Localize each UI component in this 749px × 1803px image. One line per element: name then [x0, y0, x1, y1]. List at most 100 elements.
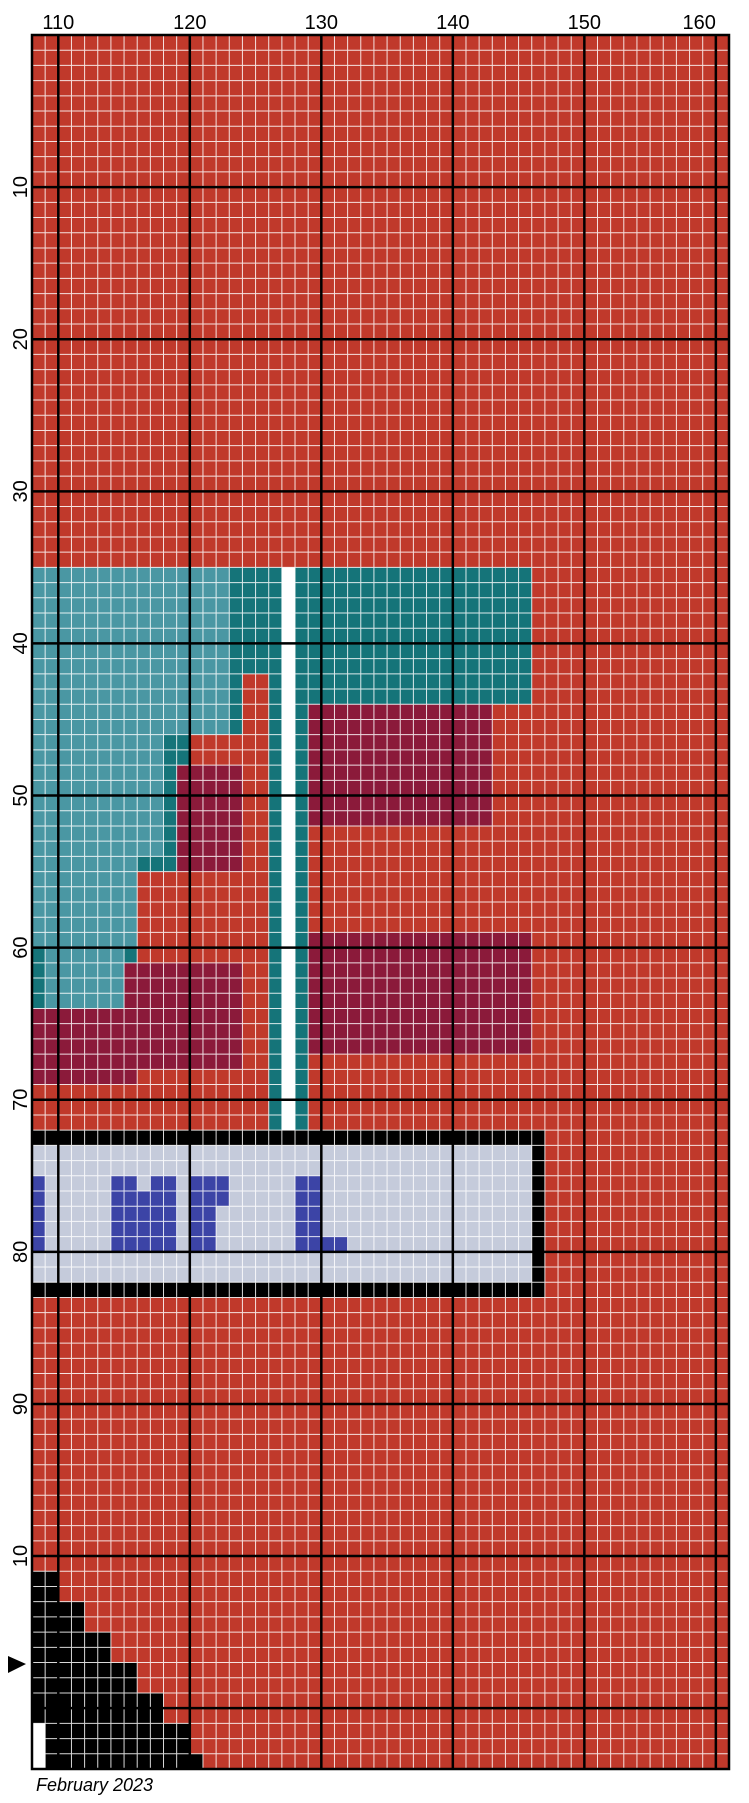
stitch-run — [32, 111, 730, 127]
stitch-run — [308, 1038, 533, 1055]
stitch-run — [32, 1419, 730, 1435]
stitch-run — [308, 978, 533, 994]
stitch-run — [32, 293, 730, 310]
chart-border — [30, 33, 731, 1771]
stitch-run — [163, 1708, 730, 1724]
stitch-run — [32, 582, 230, 599]
stitch-run — [531, 597, 730, 614]
stitch-run — [32, 384, 730, 401]
stitch-run — [308, 1008, 533, 1024]
stitch-run — [281, 1023, 296, 1040]
stitch-run — [32, 1738, 46, 1755]
top-axis-label: 160 — [682, 12, 715, 34]
stitch-run — [531, 673, 730, 690]
stitch-run — [268, 719, 283, 735]
stitch-run — [268, 1069, 283, 1085]
stitch-run — [124, 993, 243, 1009]
stitch-run — [32, 628, 230, 644]
stitch-run — [176, 810, 243, 827]
stitch-run — [268, 1008, 283, 1024]
stitch-run — [32, 643, 230, 659]
stitch-run — [32, 719, 230, 735]
stitch-run — [32, 704, 230, 720]
stitch-run — [268, 780, 283, 796]
stitch-run — [281, 947, 296, 964]
stitch-run — [295, 1008, 309, 1024]
stitch-run — [295, 810, 309, 827]
stitch-run — [163, 780, 177, 796]
stitch-run — [268, 734, 283, 751]
major-grid-lines — [30, 33, 731, 1771]
stitch-run — [295, 978, 309, 994]
stitch-run — [32, 430, 730, 446]
stitch-run — [32, 400, 730, 416]
stitch-run — [32, 263, 730, 279]
left-axis-label: 60 — [10, 937, 32, 959]
stitch-run — [531, 1038, 730, 1055]
stitch-run — [281, 597, 296, 614]
stitch-run — [531, 978, 730, 994]
stitch-run — [32, 126, 730, 142]
stitch-run — [268, 978, 283, 994]
stitch-run — [32, 1388, 730, 1405]
stitch-run — [32, 597, 230, 614]
stitch-run — [281, 810, 296, 827]
stitch-run — [295, 1038, 309, 1055]
stitch-run — [32, 187, 730, 203]
stitch-run — [189, 1723, 730, 1739]
stitch-run — [32, 978, 46, 994]
stitch-run — [176, 1221, 191, 1237]
stitch-run — [531, 643, 730, 659]
stitch-run — [137, 856, 177, 872]
stitch-run — [32, 278, 730, 294]
stitch-run — [295, 993, 309, 1009]
stitch-run — [32, 1464, 730, 1481]
stitch-run — [32, 247, 730, 264]
stitch-run — [295, 1054, 309, 1070]
stitch-run — [531, 1221, 546, 1237]
stitch-run — [124, 962, 243, 979]
stitch-run — [32, 947, 46, 964]
stitch-run — [295, 749, 309, 766]
left-row-axis: 10 20 30 40 50 60 70 80 90 10 — [10, 176, 32, 1567]
stitch-run — [281, 962, 296, 979]
stitch-run — [229, 689, 243, 705]
stitch-run — [32, 1282, 546, 1298]
stitch-run — [268, 795, 283, 812]
stitch-run — [45, 1738, 191, 1755]
stitch-run — [32, 1403, 730, 1420]
stitch-run — [32, 689, 230, 705]
stitch-run — [281, 567, 296, 583]
stitch-run — [84, 1616, 730, 1633]
stitch-run — [281, 886, 296, 903]
stitch-run — [531, 1251, 546, 1268]
stitch-run — [268, 947, 283, 964]
stitch-run — [281, 825, 296, 842]
row-marker-arrow-icon — [8, 1656, 26, 1673]
stitch-run — [268, 1114, 283, 1131]
stitch-run — [32, 1343, 730, 1359]
stitch-run — [268, 917, 283, 933]
stitch-run — [531, 1160, 546, 1177]
stitch-run — [531, 582, 730, 599]
stitch-run — [32, 1495, 730, 1511]
stitch-run — [308, 962, 533, 979]
stitch-run — [281, 1008, 296, 1024]
stitch-run — [176, 841, 243, 857]
stitch-run — [295, 1099, 309, 1116]
major-grid-path — [32, 35, 729, 1769]
stitch-run — [32, 1236, 46, 1253]
stitch-run — [32, 35, 730, 51]
stitch-run — [176, 1191, 191, 1207]
stitch-run — [295, 962, 309, 979]
stitch-run — [163, 795, 177, 812]
stitch-run — [32, 552, 730, 568]
stitch-run — [110, 1236, 177, 1253]
stitch-run — [268, 689, 283, 705]
stitch-run — [124, 978, 243, 994]
stitch-run — [268, 825, 283, 842]
top-axis-label: 140 — [436, 12, 469, 34]
stitch-run — [32, 354, 730, 370]
stitch-run — [189, 1738, 730, 1755]
stitch-run — [531, 1267, 546, 1283]
